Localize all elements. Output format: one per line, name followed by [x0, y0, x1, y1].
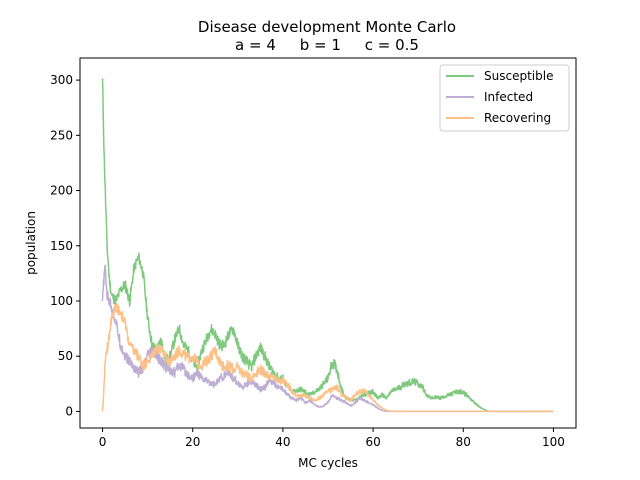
- x-tick-label: 40: [275, 435, 290, 449]
- chart-subtitle: a = 4 b = 1 c = 0.5: [235, 36, 419, 54]
- legend: Susceptible Infected Recovering: [439, 64, 570, 132]
- x-tick-label: 80: [456, 435, 471, 449]
- legend-label-infected: Infected: [484, 90, 533, 104]
- series-line-recovering: [101, 302, 554, 413]
- legend-box: [439, 64, 570, 132]
- series-layer: [101, 78, 554, 413]
- y-tick-label: 300: [50, 73, 73, 87]
- x-ticks: 0 20 40 60 80 100: [99, 428, 565, 449]
- y-tick-label: 50: [58, 349, 73, 363]
- y-ticks: 0 50 100 150 200 250 300: [50, 73, 80, 418]
- y-tick-label: 200: [50, 184, 73, 198]
- legend-label-susceptible: Susceptible: [484, 69, 553, 83]
- series-line-susceptible: [101, 78, 554, 413]
- x-tick-label: 100: [542, 435, 565, 449]
- x-tick-label: 20: [185, 435, 200, 449]
- legend-label-recovering: Recovering: [484, 111, 551, 125]
- plot-frame: [79, 57, 577, 429]
- x-tick-label: 0: [99, 435, 107, 449]
- y-tick-label: 150: [50, 239, 73, 253]
- chart-title: Disease development Monte Carlo: [198, 18, 456, 36]
- y-tick-label: 0: [65, 404, 73, 418]
- y-tick-label: 250: [50, 128, 73, 142]
- x-tick-label: 60: [365, 435, 380, 449]
- x-axis-label: MC cycles: [298, 456, 358, 470]
- y-axis-label: population: [24, 211, 38, 275]
- axes-layer: [79, 57, 577, 429]
- y-tick-label: 100: [50, 294, 73, 308]
